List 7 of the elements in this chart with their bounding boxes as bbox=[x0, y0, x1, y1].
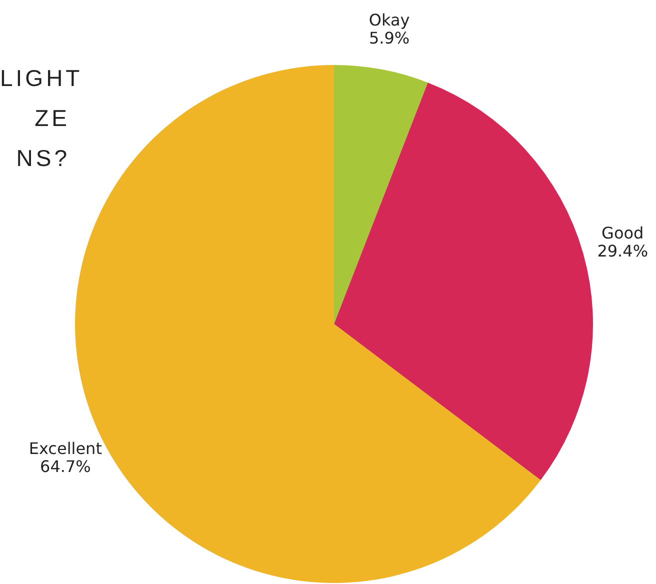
data-label: 64.7% bbox=[40, 456, 91, 476]
data-label: 29.4% bbox=[597, 241, 648, 260]
slice-label: Okay bbox=[368, 10, 410, 30]
text: LIGHT ZE NS? bbox=[0, 64, 83, 173]
slice-label: Good bbox=[602, 223, 644, 242]
slice-label: Excellent bbox=[28, 438, 102, 458]
data-label: 5.9% bbox=[368, 28, 410, 48]
